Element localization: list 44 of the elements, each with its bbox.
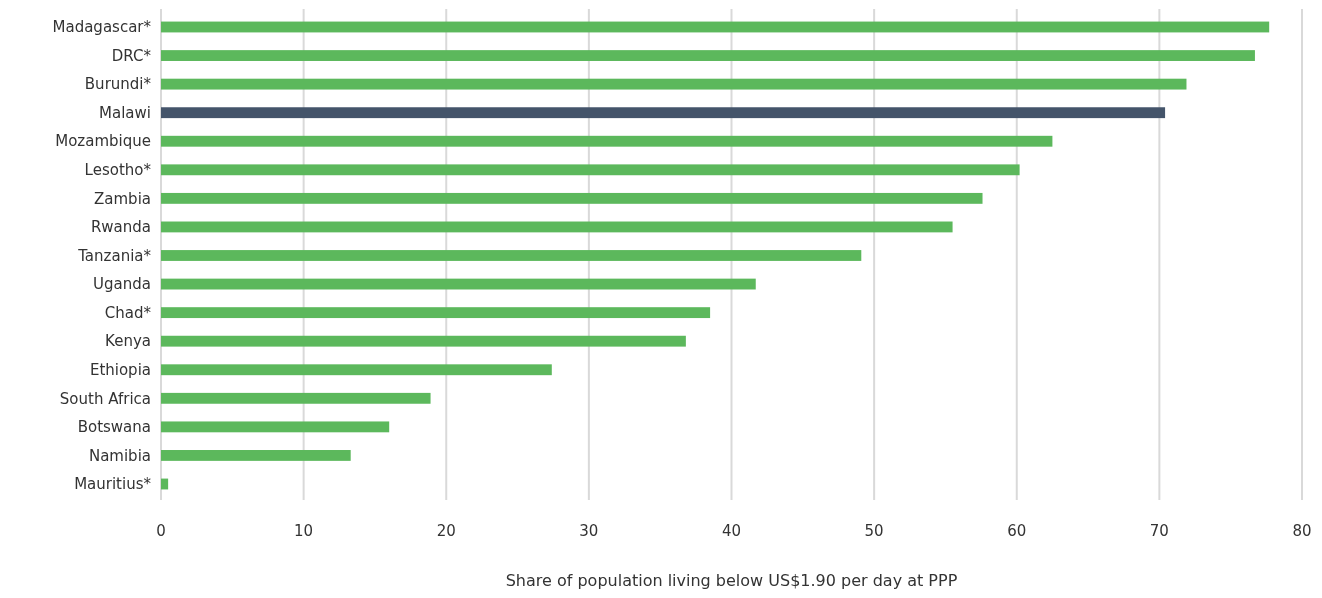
y-tick-label: Kenya [105, 332, 151, 351]
bar [161, 421, 390, 433]
bar [161, 450, 351, 461]
bar [161, 221, 953, 233]
y-tick-label: Lesotho* [84, 161, 152, 180]
y-tick-label: Madagascar* [52, 18, 152, 37]
bar [161, 192, 983, 204]
y-tick-label: Malawi [99, 103, 151, 122]
bar [161, 50, 1255, 61]
bar [161, 478, 169, 490]
bar [161, 278, 756, 290]
x-tick-label: 10 [294, 522, 314, 540]
y-tick-label: Rwanda [90, 218, 151, 237]
bar [161, 135, 1053, 147]
y-tick-label: DRC* [111, 46, 152, 65]
bar [161, 335, 686, 347]
bar [161, 78, 1187, 90]
bar [161, 107, 1166, 119]
y-tick-label: Botswana [77, 418, 151, 437]
x-tick-label: 0 [156, 522, 166, 540]
y-tick-label: South Africa [59, 389, 151, 408]
y-tick-label: Burundi* [84, 75, 152, 94]
y-tick-label: Chad* [104, 303, 152, 322]
bar [161, 250, 862, 261]
x-tick-label: 80 [1292, 522, 1312, 540]
bar [161, 21, 1270, 33]
x-tick-label: 50 [864, 522, 884, 540]
bar [161, 164, 1020, 176]
x-tick-label: 40 [721, 522, 742, 540]
y-tick-label: Namibia [88, 446, 151, 465]
bar [161, 364, 552, 376]
x-tick-label: 60 [1007, 522, 1027, 540]
x-tick-label: 20 [436, 522, 456, 540]
y-tick-label: Uganda [93, 275, 151, 294]
y-tick-label: Mauritius* [74, 475, 152, 494]
x-tick-label: 30 [579, 522, 599, 540]
y-tick-label: Zambia [94, 189, 151, 208]
bar [161, 307, 711, 319]
x-tick-label: 70 [1149, 522, 1169, 540]
x-axis-title: Share of population living below US$1.90 per day at PPP [505, 571, 958, 590]
y-tick-label: Ethiopia [89, 361, 151, 379]
y-tick-label: Tanzania* [77, 246, 152, 265]
bar [161, 392, 431, 404]
y-tick-label: Mozambique [55, 132, 151, 151]
